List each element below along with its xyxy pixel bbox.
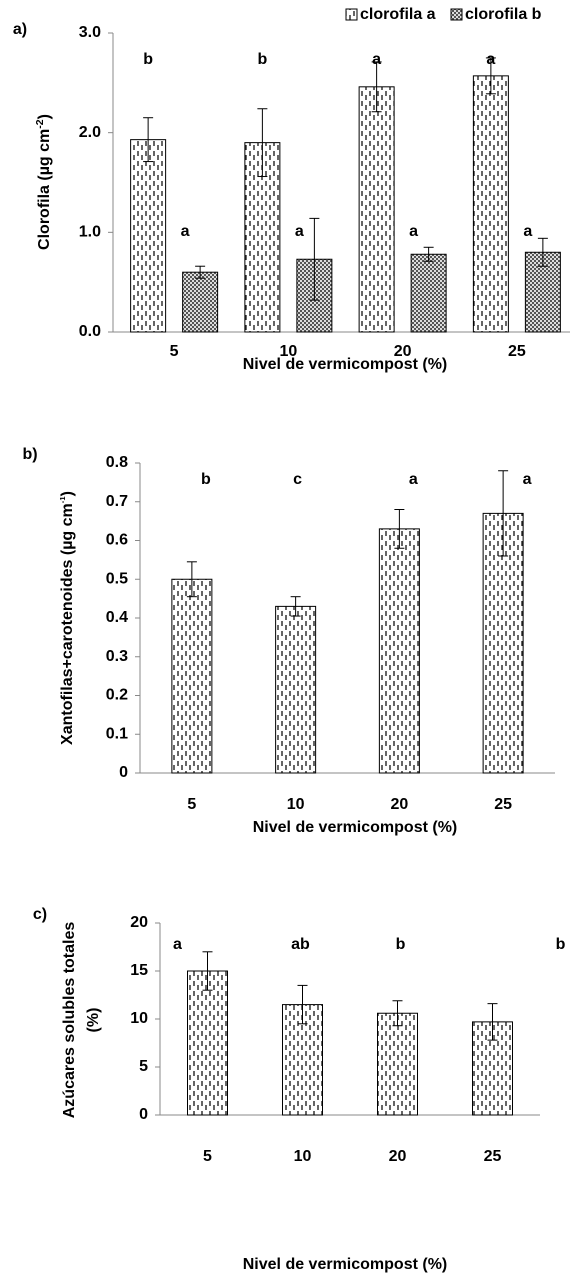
y-axis-label-part: -2 [34,119,46,128]
y-tick-label: 0.8 [106,454,128,471]
y-axis-label-part: ) [59,491,76,496]
chart-title: c) [33,906,47,923]
bar [482,512,524,774]
y-tick-label: 5 [139,1058,148,1075]
significance-letter: a [173,936,182,953]
significance-letter: a [486,51,495,68]
bar [130,139,167,333]
significance-letter: b [556,936,566,953]
x-tick-label: 20 [389,1148,407,1165]
y-axis-label: Clorofila (µg cm-2) [34,114,53,250]
legend-label: clorofila b [465,6,542,23]
bar [378,528,420,774]
x-tick-label: 25 [484,1148,502,1165]
significance-letter: a [523,223,532,240]
significance-letter: b [143,51,153,68]
significance-letter: ab [291,936,310,953]
chart-title: b) [22,446,37,463]
significance-letter: b [396,936,406,953]
legend-swatch [345,8,358,21]
bar [358,86,395,333]
significance-letter: a [523,471,532,488]
y-axis-label-part: -1 [58,496,67,504]
significance-letter: c [293,471,302,488]
bar [377,1012,418,1116]
y-axis-label: Xantofilas+carotenoides (µg cm-1) [58,491,76,745]
x-tick-label: 25 [494,796,512,813]
bar [187,970,228,1116]
bar [275,605,317,774]
x-tick-label: 5 [203,1148,212,1165]
y-tick-label: 0.5 [106,570,128,587]
x-tick-label: 25 [508,343,526,360]
y-axis-label: (%) [85,1008,102,1033]
y-tick-label: 15 [130,962,148,979]
significance-letter: a [372,51,381,68]
y-tick-label: 0.6 [106,532,128,549]
y-tick-label: 1.0 [79,224,101,241]
x-tick-label: 10 [287,796,305,813]
significance-letter: b [257,51,267,68]
y-tick-label: 0 [119,764,128,781]
bar [410,253,447,333]
x-axis-label: Nivel de vermicompost (%) [253,819,458,836]
x-tick-label: 10 [294,1148,312,1165]
legend-label: clorofila a [360,6,436,23]
y-axis-label-part: ) [36,114,53,119]
y-tick-label: 10 [130,1010,148,1027]
y-tick-label: 0.0 [79,323,101,340]
x-tick-label: 5 [170,343,179,360]
chart-title: a) [13,21,27,38]
y-tick-label: 0.2 [106,687,128,704]
significance-letter: a [409,223,418,240]
bar [171,578,213,774]
y-axis-label-part: Clorofila (µg cm [36,129,53,250]
y-tick-label: 2.0 [79,124,101,141]
significance-letter: a [181,223,190,240]
legend-swatch [450,8,463,21]
significance-letter: a [295,223,304,240]
y-tick-label: 0.4 [106,609,128,626]
y-tick-label: 3.0 [79,24,101,41]
x-tick-label: 5 [187,796,196,813]
y-tick-label: 0.3 [106,648,128,665]
y-axis-label-part: Xantofilas+carotenoides (µg cm [59,503,76,745]
bar [472,75,509,333]
y-axis-label: Azúcares solubles totales [61,922,78,1119]
significance-letter: a [409,471,418,488]
x-axis-label: Nivel de vermicompost (%) [243,356,448,373]
y-tick-label: 0 [139,1106,148,1123]
x-tick-label: 20 [390,796,408,813]
y-tick-label: 0.7 [106,493,128,510]
x-tick-label: 10 [279,343,297,360]
significance-letter: b [201,471,211,488]
x-tick-label: 20 [394,343,412,360]
y-tick-label: 20 [130,914,148,931]
y-tick-label: 0.1 [106,725,128,742]
x-axis-label: Nivel de vermicompost (%) [243,1256,448,1273]
bar [182,271,219,333]
